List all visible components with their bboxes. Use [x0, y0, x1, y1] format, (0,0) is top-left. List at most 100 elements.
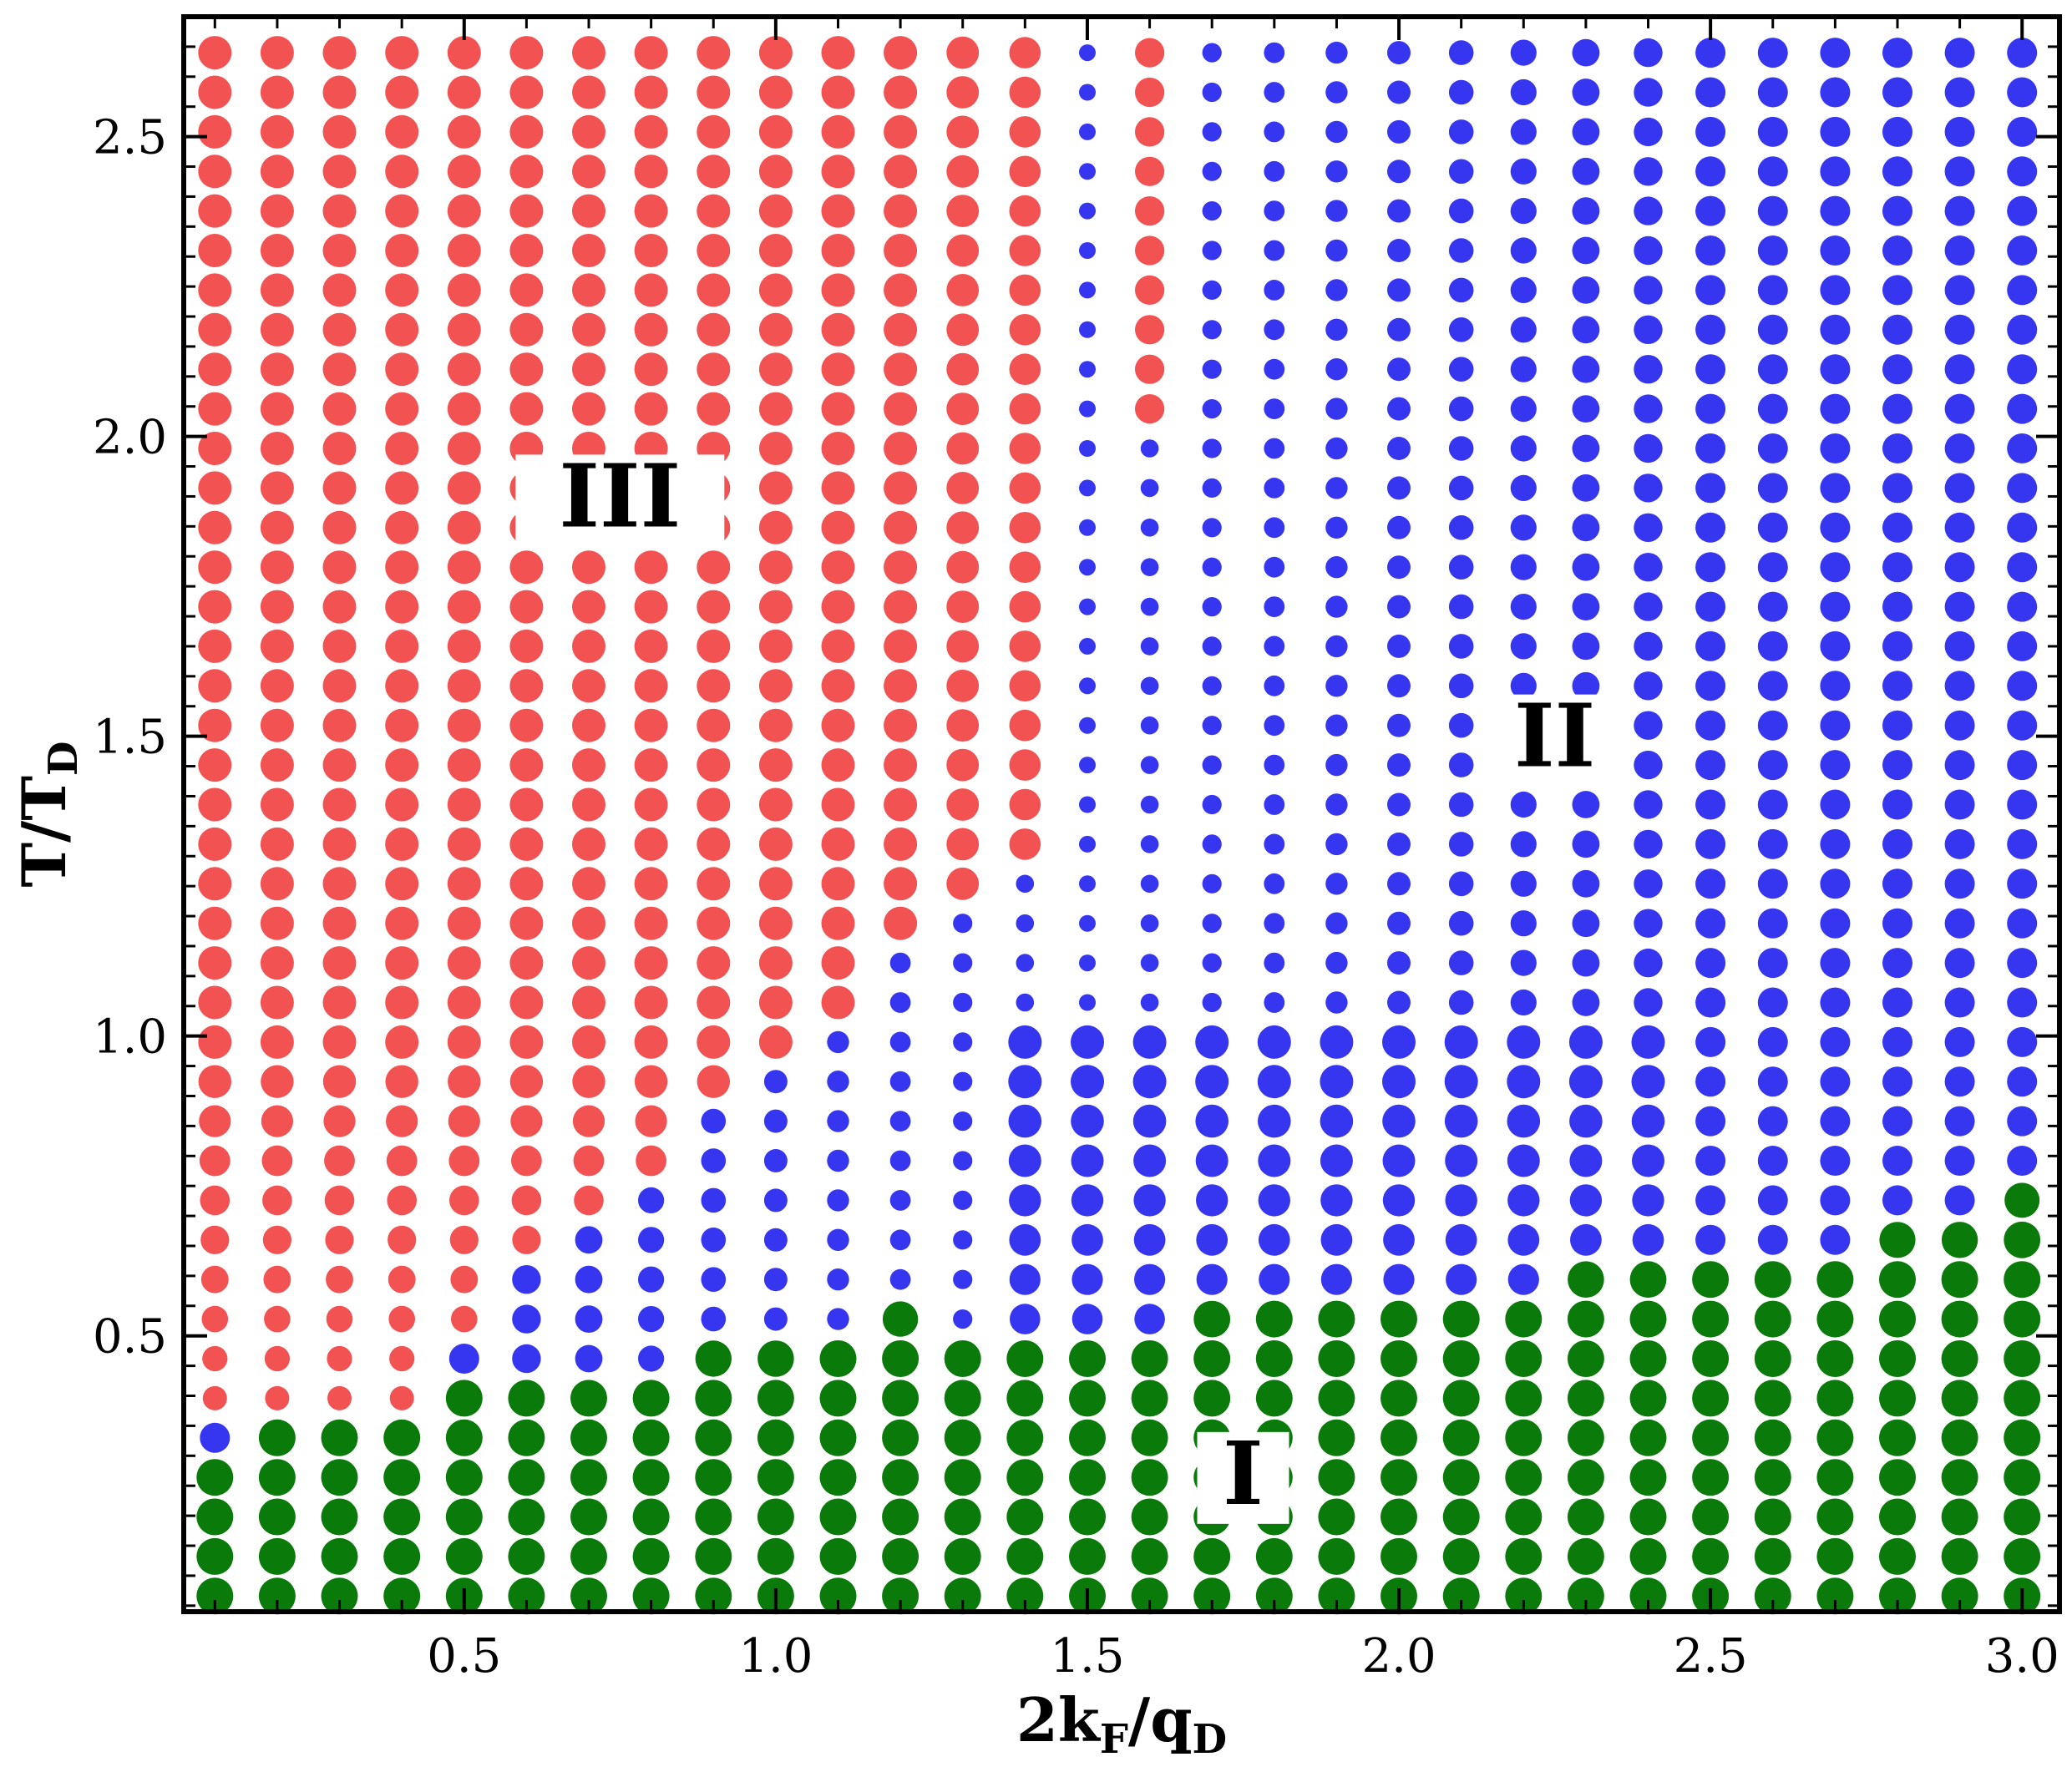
data-point-phase-III: [385, 867, 419, 901]
data-point-phase-II: [1448, 594, 1474, 620]
data-point-phase-II: [1387, 199, 1411, 223]
data-point-phase-II: [1325, 200, 1348, 222]
data-point-phase-II: [1757, 156, 1788, 187]
data-point-phase-II: [701, 1267, 727, 1292]
data-point-phase-II: [701, 1306, 727, 1332]
data-point-phase-III: [447, 352, 481, 387]
data-point-phase-II: [1387, 119, 1411, 144]
data-point-phase-I: [819, 1577, 857, 1615]
data-point-phase-I: [1567, 1419, 1604, 1456]
data-point-phase-III: [260, 629, 294, 663]
data-point-phase-III: [509, 154, 544, 189]
data-point-phase-II: [512, 1344, 541, 1374]
data-point-phase-I: [695, 1577, 732, 1615]
data-point-phase-II: [1757, 1106, 1788, 1137]
data-point-phase-II: [827, 1030, 849, 1054]
data-point-phase-II: [1257, 1025, 1291, 1059]
data-point-phase-II: [827, 1268, 849, 1291]
data-point-phase-III: [385, 827, 419, 861]
data-point-phase-II: [1695, 1106, 1726, 1137]
data-point-phase-III: [260, 748, 294, 782]
data-point-phase-II: [1882, 314, 1912, 345]
data-point-phase-II: [1510, 831, 1537, 858]
data-point-phase-II: [889, 1190, 911, 1211]
data-point-phase-III: [572, 946, 605, 980]
data-point-phase-II: [1079, 400, 1096, 418]
data-point-phase-I: [2004, 1419, 2041, 1456]
data-point-phase-II: [1570, 1223, 1602, 1256]
data-point-phase-III: [260, 432, 294, 465]
data-point-phase-III: [946, 36, 980, 69]
data-point-phase-II: [1757, 77, 1788, 108]
data-point-phase-II: [1071, 1144, 1104, 1177]
data-point-phase-III: [758, 669, 793, 703]
data-point-phase-II: [1140, 478, 1159, 498]
data-point-phase-II: [1820, 275, 1851, 306]
data-point-phase-II: [1695, 433, 1726, 463]
y-tick-label: 2.5: [93, 111, 167, 165]
data-point-phase-III: [322, 985, 357, 1020]
data-point-phase-I: [1567, 1498, 1604, 1536]
data-point-phase-II: [1572, 949, 1600, 977]
data-point-phase-II: [827, 1071, 849, 1093]
data-point-phase-II: [1387, 753, 1411, 777]
data-point-phase-III: [1009, 670, 1041, 702]
data-point-phase-III: [946, 352, 980, 386]
data-point-phase-II: [1079, 637, 1096, 655]
data-point-phase-II: [1264, 160, 1285, 182]
data-point-phase-III: [697, 827, 731, 861]
data-point-phase-I: [1380, 1537, 1417, 1575]
data-point-phase-III: [260, 114, 294, 149]
data-point-phase-II: [1079, 44, 1096, 62]
data-point-phase-II: [1325, 556, 1348, 579]
data-point-phase-I: [321, 1498, 358, 1536]
data-point-phase-II: [1510, 39, 1537, 66]
data-point-phase-III: [385, 669, 419, 703]
data-point-phase-II: [1202, 43, 1222, 63]
data-point-phase-I: [1629, 1498, 1667, 1536]
data-point-phase-III: [946, 432, 980, 465]
data-point-phase-II: [1757, 195, 1788, 226]
data-point-phase-I: [1692, 1537, 1730, 1575]
data-point-phase-I: [258, 1419, 296, 1456]
data-point-phase-III: [572, 867, 605, 901]
data-point-phase-I: [1879, 1380, 1916, 1417]
data-point-phase-II: [1382, 1184, 1416, 1217]
data-point-phase-III: [200, 1225, 230, 1254]
data-point-phase-III: [198, 194, 232, 228]
data-point-phase-III: [821, 985, 855, 1020]
data-point-phase-II: [1010, 1304, 1041, 1334]
data-point-phase-III: [634, 946, 668, 980]
data-point-phase-III: [821, 432, 855, 465]
data-point-phase-II: [1634, 117, 1663, 147]
data-point-phase-III: [821, 787, 855, 822]
data-point-phase-III: [697, 392, 731, 426]
y-tick-label: 0.5: [93, 1310, 167, 1364]
data-point-phase-II: [1264, 556, 1285, 578]
data-point-phase-II: [1448, 436, 1474, 461]
region-label-I: I: [1223, 1422, 1264, 1525]
data-point-phase-III: [758, 432, 793, 465]
data-point-phase-III: [260, 590, 294, 624]
data-point-phase-II: [2007, 908, 2038, 939]
data-point-phase-III: [1009, 274, 1041, 306]
data-point-phase-III: [884, 590, 918, 624]
data-point-phase-II: [1695, 948, 1726, 979]
data-point-phase-III: [322, 510, 357, 544]
data-point-phase-II: [1387, 239, 1411, 262]
data-point-phase-II: [575, 1305, 603, 1333]
data-point-phase-I: [1567, 1459, 1604, 1496]
data-point-phase-III: [758, 946, 793, 980]
data-point-phase-III: [322, 36, 357, 70]
data-point-phase-II: [1882, 987, 1912, 1018]
data-point-phase-II: [889, 1150, 911, 1172]
data-point-phase-III: [884, 432, 918, 465]
data-point-phase-III: [509, 827, 544, 861]
data-point-phase-II: [953, 1309, 973, 1329]
data-point-phase-III: [198, 906, 232, 940]
data-point-phase-III: [634, 629, 668, 663]
data-point-phase-I: [695, 1537, 732, 1575]
data-point-phase-II: [1634, 553, 1663, 582]
data-point-phase-II: [1387, 515, 1411, 539]
data-point-phase-II: [1320, 1223, 1353, 1256]
